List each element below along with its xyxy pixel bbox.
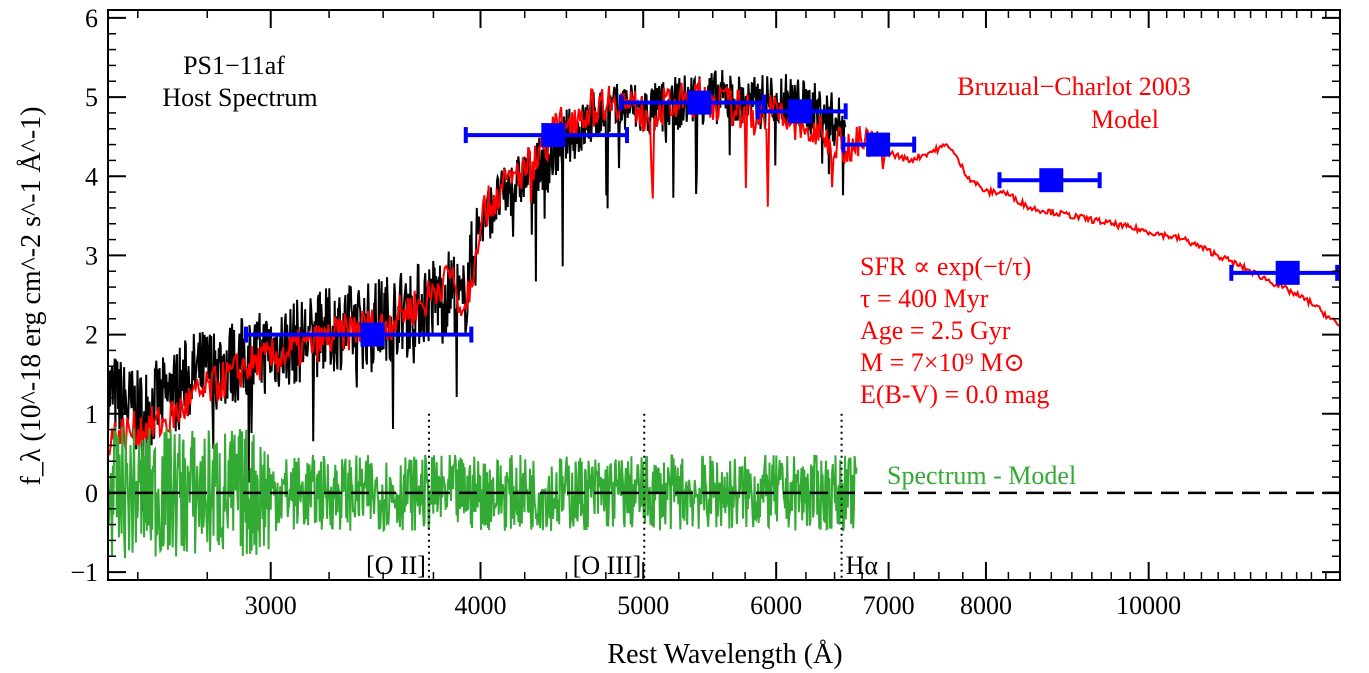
photometry-point-1 xyxy=(541,123,566,148)
observed-spectrum-group xyxy=(107,69,847,512)
model-spectrum-line xyxy=(107,78,1341,456)
param-ebv: E(B-V) = 0.0 mag xyxy=(860,380,1049,409)
residual-spectrum-group xyxy=(107,426,858,559)
y-tick-label-5: 4 xyxy=(85,162,98,191)
x-tick-label-2: 5000 xyxy=(617,591,669,620)
model-label-line2: Model xyxy=(1091,105,1159,134)
observed-spectrum-line xyxy=(107,69,847,512)
param-age: Age = 2.5 Gyr xyxy=(860,316,1011,345)
y-tick-label-2: 1 xyxy=(85,400,98,429)
photometry-point-5 xyxy=(1039,168,1064,193)
x-tick-label-6: 10000 xyxy=(1116,591,1181,620)
photometry-point-2 xyxy=(687,90,712,115)
axes-group: −1 0 1 2 3 4 5 6 3000 4000 5000 6000 7000 8000 10000 xyxy=(70,4,1341,620)
model-spectrum-group xyxy=(107,78,1341,456)
residual-spectrum-line xyxy=(107,426,858,559)
param-mass: M = 7×10⁹ M⊙ xyxy=(860,348,1025,377)
photometry-point-4 xyxy=(866,132,891,157)
x-axis-title: Rest Wavelength (Å) xyxy=(607,639,842,670)
param-tau: τ = 400 Myr xyxy=(860,284,989,313)
emission-line-label-0: [O II] xyxy=(366,551,426,580)
y-tick-label-6: 5 xyxy=(85,83,98,112)
y-tick-label-1: 0 xyxy=(85,479,98,508)
y-tick-label-0: −1 xyxy=(70,558,98,587)
y-tick-label-7: 6 xyxy=(85,4,98,33)
residual-label: Spectrum - Model xyxy=(887,461,1076,490)
object-label-line2: Host Spectrum xyxy=(162,83,317,112)
y-tick-label-4: 3 xyxy=(85,241,98,270)
y-tick-label-3: 2 xyxy=(85,321,98,350)
emission-line-markers-group: [O II] [O III] Hα xyxy=(366,413,878,580)
param-sfr: SFR ∝ exp(−t/τ) xyxy=(860,252,1031,281)
x-tick-label-0: 3000 xyxy=(245,591,297,620)
object-label-line1: PS1−11af xyxy=(183,51,285,80)
photometry-point-3 xyxy=(788,99,813,124)
x-tick-label-1: 4000 xyxy=(455,591,507,620)
photometry-points-group xyxy=(243,90,1340,347)
x-tick-label-5: 8000 xyxy=(960,591,1012,620)
photometry-point-6 xyxy=(1275,260,1300,285)
x-tick-label-3: 6000 xyxy=(750,591,802,620)
y-axis-title: f_λ (10^-18 erg cm^-2 s^-1 Å^-1) xyxy=(16,107,47,486)
x-tick-label-4: 7000 xyxy=(863,591,915,620)
emission-line-label-1: [O III] xyxy=(573,551,642,580)
plot-frame xyxy=(107,9,1341,581)
model-label-line1: Bruzual−Charlot 2003 xyxy=(957,72,1190,101)
photometry-point-0 xyxy=(360,322,385,347)
